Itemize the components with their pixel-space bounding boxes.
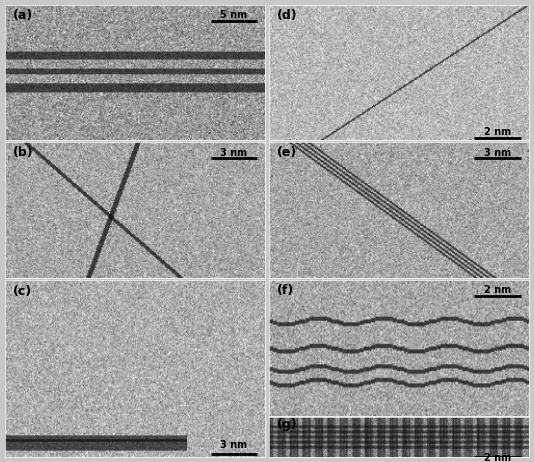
Text: (g): (g) (277, 419, 297, 432)
Text: 3 nm: 3 nm (221, 440, 247, 450)
Text: (b): (b) (13, 146, 34, 159)
Text: 2 nm: 2 nm (484, 285, 511, 295)
Text: (f): (f) (277, 284, 294, 297)
Text: 2 nm: 2 nm (484, 127, 511, 137)
Text: (a): (a) (13, 9, 34, 22)
Text: 5 nm: 5 nm (221, 10, 247, 20)
Text: (e): (e) (277, 146, 297, 159)
Text: 3 nm: 3 nm (484, 147, 511, 158)
Text: 2 nm: 2 nm (484, 453, 511, 462)
Text: 3 nm: 3 nm (221, 147, 247, 158)
Text: (d): (d) (277, 9, 297, 22)
Text: (c): (c) (13, 285, 32, 298)
